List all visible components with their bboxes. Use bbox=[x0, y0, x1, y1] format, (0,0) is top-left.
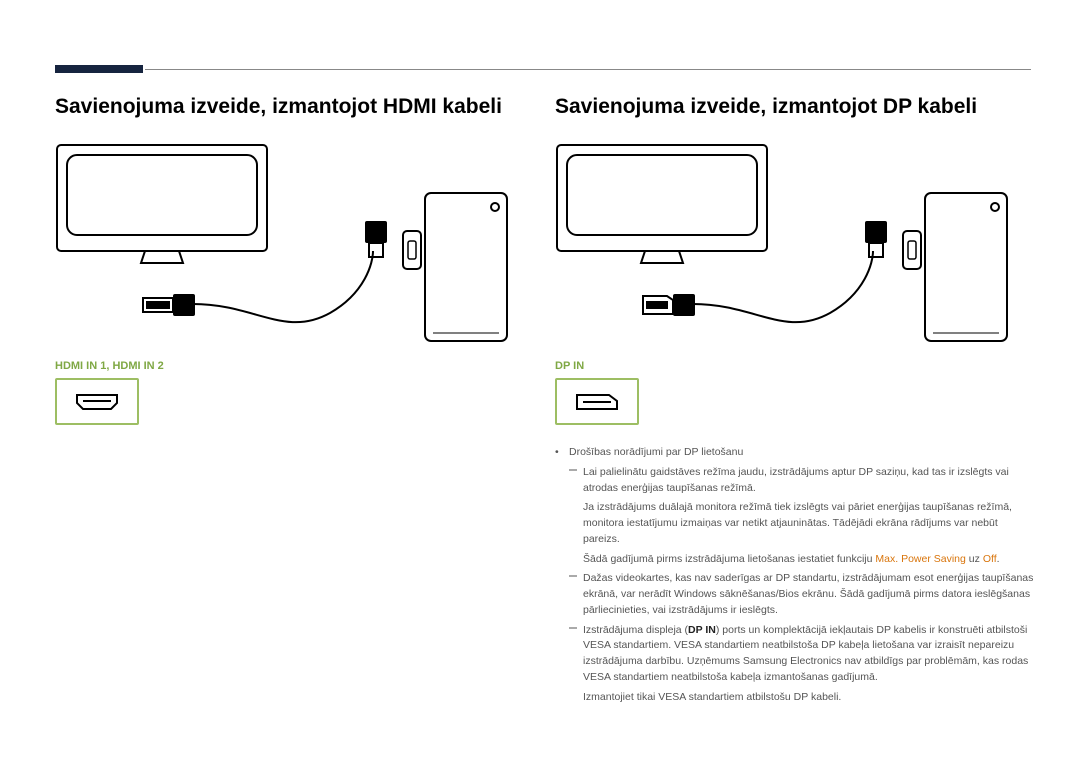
hdmi-port-label: HDMI IN 1, HDMI IN 2 bbox=[55, 360, 535, 372]
dash-icon bbox=[569, 571, 583, 618]
dp-dash-3-bold: DP IN bbox=[688, 624, 716, 636]
dp-port-box bbox=[555, 378, 639, 425]
hdmi-diagram-svg bbox=[55, 143, 515, 343]
dp-port-icon bbox=[575, 393, 619, 411]
right-column: Savienojuma izveide, izmantojot DP kabel… bbox=[555, 95, 1035, 709]
dp-dash-1c-pre: Šādā gadījumā pirms izstrādājuma lietoša… bbox=[583, 553, 875, 565]
dp-dash-1c-o2: Off bbox=[983, 553, 997, 565]
dp-dash-1a: Lai palielinātu gaidstāves režīma jaudu,… bbox=[583, 466, 1009, 494]
hdmi-port-icon bbox=[75, 393, 119, 411]
dp-dash-3-last: Izmantojiet tikai VESA standartiem atbil… bbox=[583, 690, 1035, 706]
dp-dash-1-text: Lai palielinātu gaidstāves režīma jaudu,… bbox=[583, 465, 1035, 497]
dp-dash-1c: Šādā gadījumā pirms izstrādājuma lietoša… bbox=[583, 552, 1035, 568]
dp-notes: • Drošības norādījumi par DP lietošanu L… bbox=[555, 445, 1035, 705]
dp-dash-1c-o1: Max. Power Saving bbox=[875, 553, 965, 565]
dp-diagram bbox=[555, 143, 1015, 358]
dp-dash-1b: Ja izstrādājums duālajā monitora režīmā … bbox=[583, 500, 1035, 547]
right-section-title: Savienojuma izveide, izmantojot DP kabel… bbox=[555, 95, 1035, 119]
dp-dash-3-pre: Izstrādājuma displeja ( bbox=[583, 624, 688, 636]
dp-dash-1c-post: . bbox=[997, 553, 1000, 565]
dp-dash-2: Dažas videokartes, kas nav saderīgas ar … bbox=[569, 571, 1035, 618]
header-accent-bar bbox=[55, 65, 143, 73]
dp-dash-1c-mid: uz bbox=[966, 553, 983, 565]
dash-icon bbox=[569, 623, 583, 686]
hdmi-diagram bbox=[55, 143, 515, 358]
dp-dash-3-text: Izstrādājuma displeja (DP IN) ports un k… bbox=[583, 623, 1035, 686]
dp-dash-3: Izstrādājuma displeja (DP IN) ports un k… bbox=[569, 623, 1035, 686]
left-section-title: Savienojuma izveide, izmantojot HDMI kab… bbox=[55, 95, 535, 119]
dp-diagram-svg bbox=[555, 143, 1015, 343]
dash-icon bbox=[569, 465, 583, 497]
dp-port-label: DP IN bbox=[555, 360, 1035, 372]
left-column: Savienojuma izveide, izmantojot HDMI kab… bbox=[55, 95, 535, 425]
bullet-dot-icon: • bbox=[555, 445, 569, 461]
dp-dash-2-text: Dažas videokartes, kas nav saderīgas ar … bbox=[583, 571, 1035, 618]
dp-dash-1: Lai palielinātu gaidstāves režīma jaudu,… bbox=[569, 465, 1035, 497]
header-divider bbox=[145, 69, 1031, 70]
dp-bullet-title-row: • Drošības norādījumi par DP lietošanu bbox=[555, 445, 1035, 461]
dp-bullet-title: Drošības norādījumi par DP lietošanu bbox=[569, 445, 1035, 461]
hdmi-port-box bbox=[55, 378, 139, 425]
